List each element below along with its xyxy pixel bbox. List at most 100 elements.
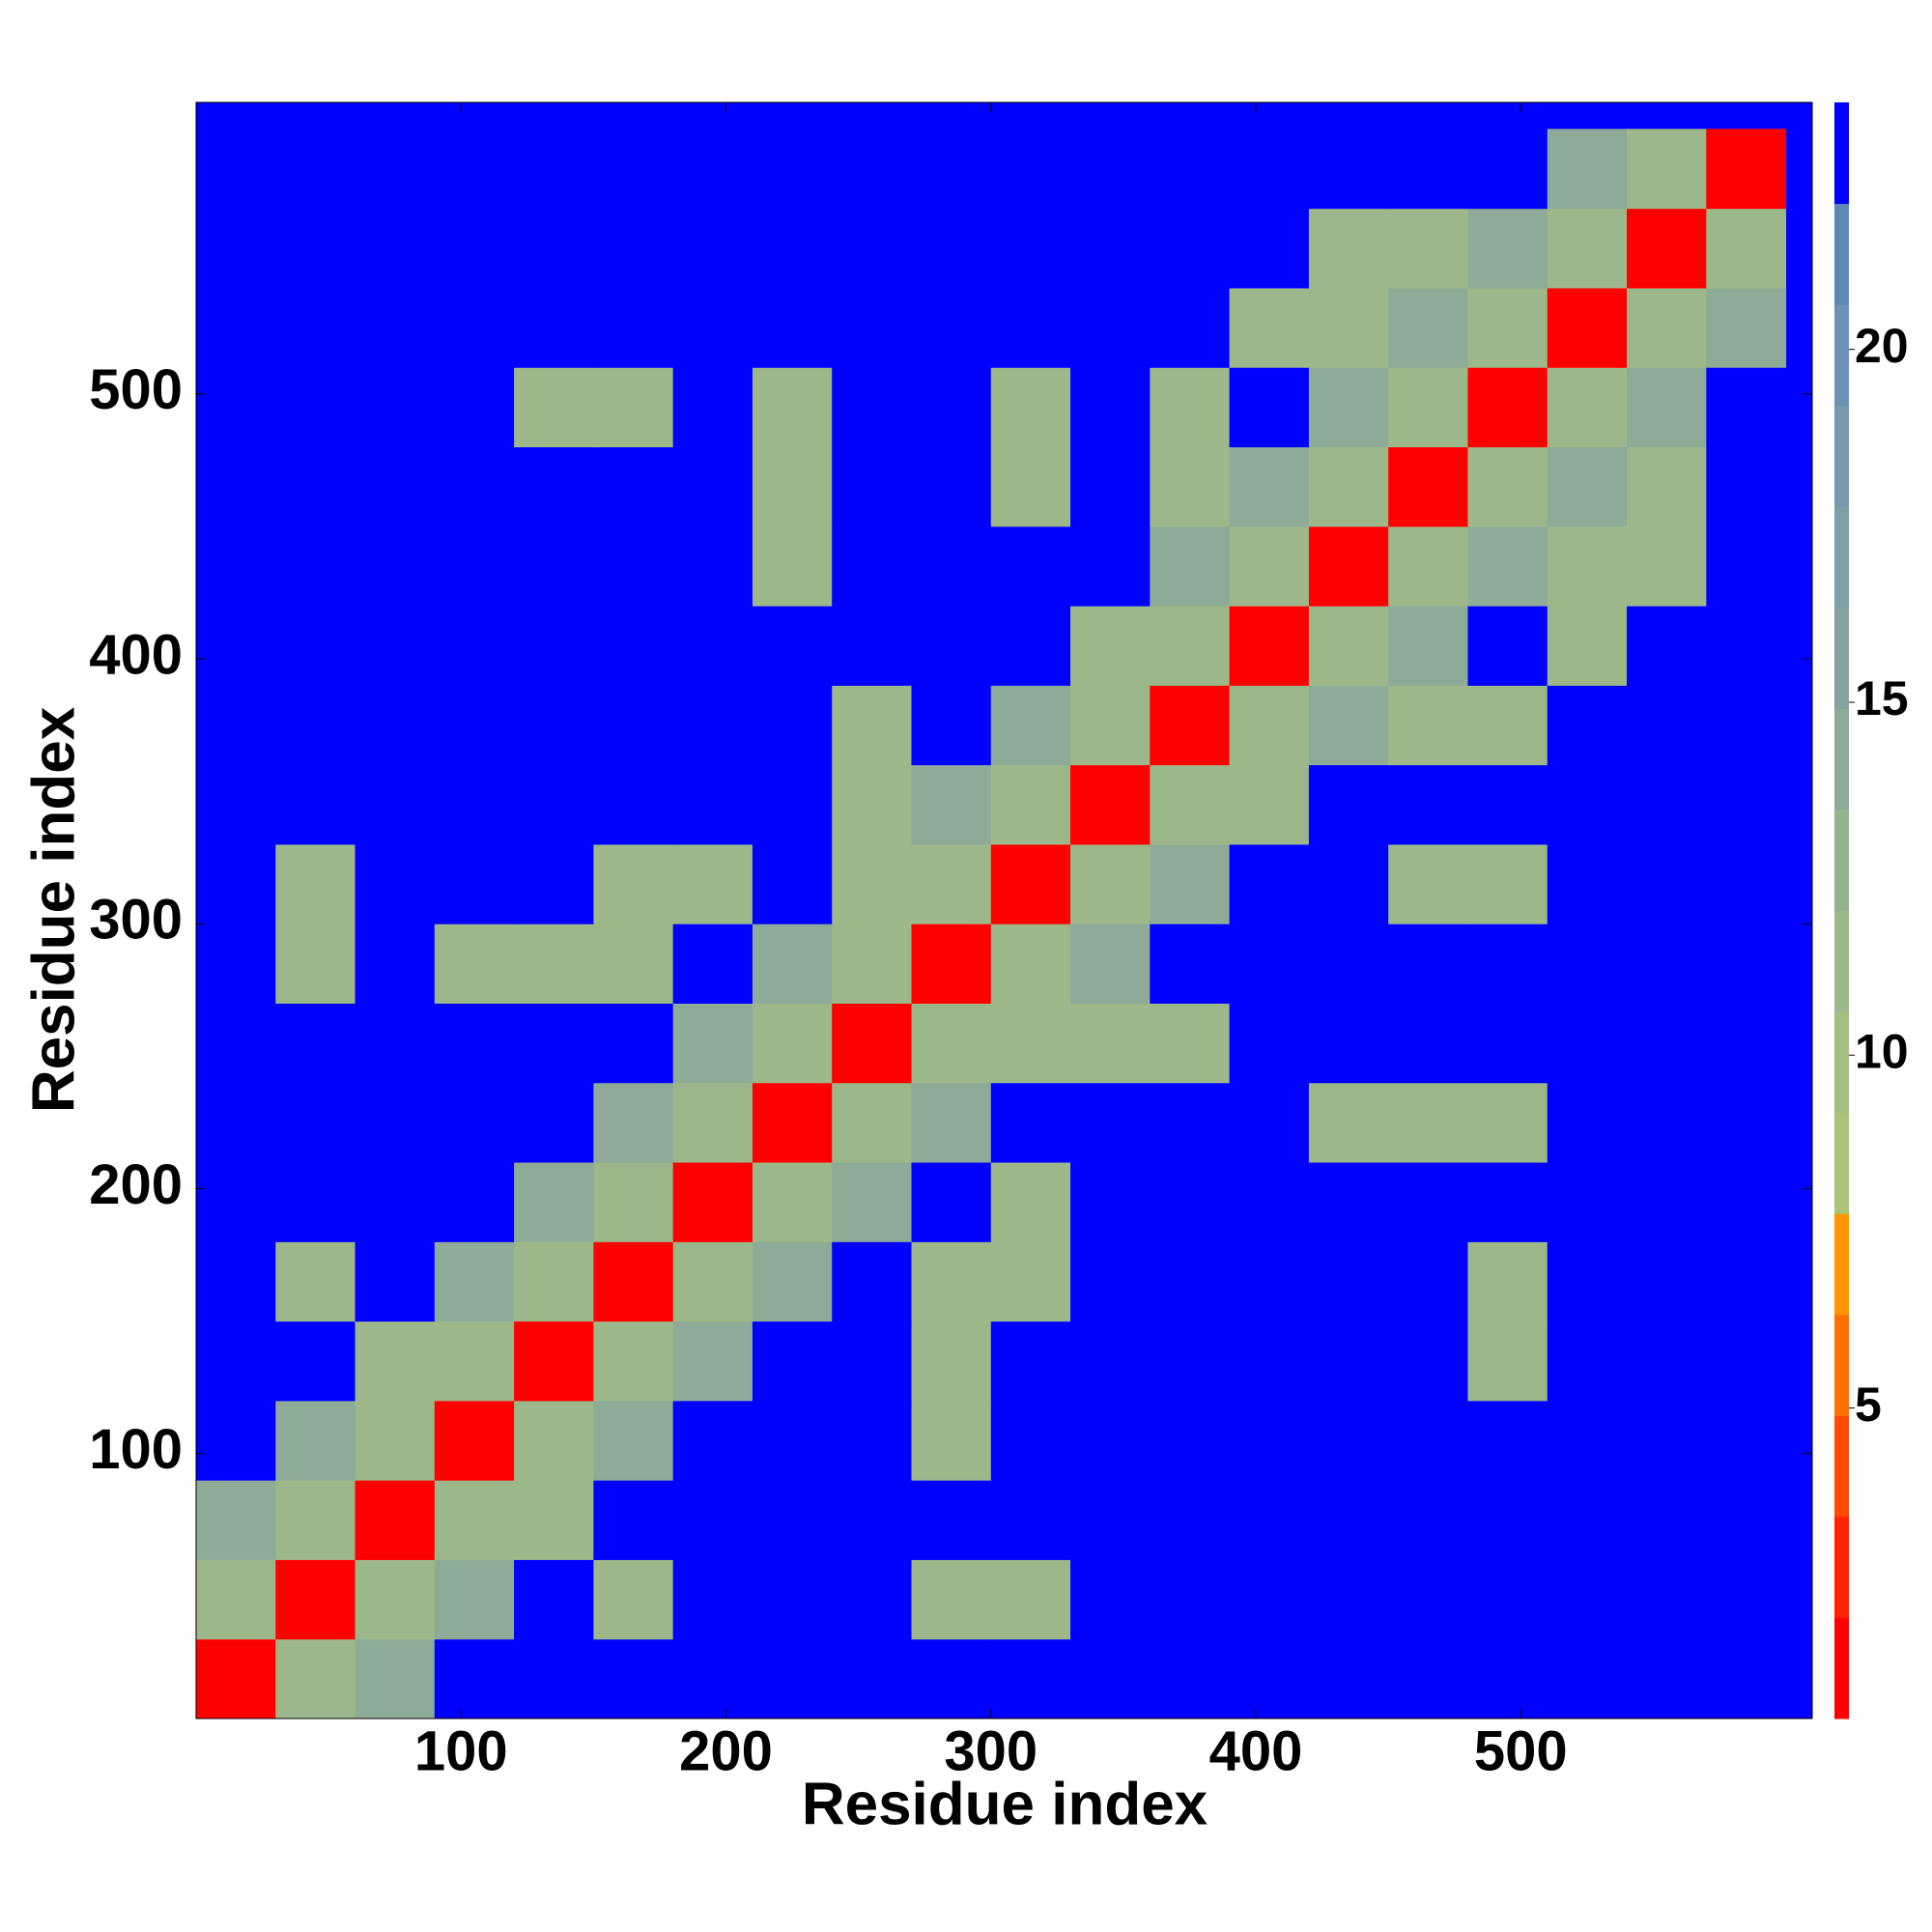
heatmap-cell — [1150, 1162, 1231, 1242]
heatmap-cell — [196, 923, 276, 1004]
heatmap-cell — [990, 1480, 1071, 1560]
heatmap-cell — [1706, 128, 1787, 210]
heatmap-cell — [672, 923, 753, 1004]
heatmap-cell — [1547, 685, 1628, 766]
heatmap-cell — [1706, 1003, 1787, 1084]
heatmap-cell — [514, 685, 594, 766]
heatmap-cell — [275, 287, 356, 368]
heatmap-cell — [990, 843, 1071, 924]
y-axis-label: Residue index — [20, 706, 87, 1113]
heatmap-cell — [593, 1082, 674, 1163]
heatmap-cell — [355, 1638, 436, 1719]
heatmap-cell — [990, 1321, 1071, 1402]
heatmap-cell — [514, 367, 594, 448]
heatmap-cell — [1547, 1400, 1628, 1481]
heatmap-cell — [355, 606, 436, 686]
heatmap-cell — [990, 1241, 1071, 1322]
heatmap-cell — [752, 1480, 833, 1560]
heatmap-cell — [1229, 1162, 1310, 1242]
colorbar-band — [1834, 506, 1849, 609]
heatmap-cell — [1467, 1559, 1548, 1640]
colorbar-band — [1834, 203, 1849, 305]
heatmap-cell — [1388, 923, 1468, 1004]
heatmap-cell — [275, 1241, 356, 1322]
heatmap-cell — [434, 1241, 515, 1322]
heatmap-cell — [1467, 606, 1548, 686]
plot-frame — [195, 101, 1813, 1719]
heatmap-cell — [911, 1480, 992, 1560]
heatmap-cell — [1070, 526, 1151, 607]
heatmap-cell — [1308, 1082, 1389, 1163]
heatmap-cell — [275, 1480, 356, 1560]
heatmap-cell — [1547, 1082, 1628, 1163]
heatmap-cell — [1388, 208, 1468, 289]
heatmap-cell — [752, 526, 833, 607]
heatmap-cell — [1467, 1082, 1548, 1163]
heatmap-cell — [1467, 843, 1548, 924]
heatmap-cell — [1070, 1082, 1151, 1163]
heatmap-cell — [275, 367, 356, 448]
heatmap-cell — [1388, 1559, 1468, 1640]
colorbar-band — [1834, 708, 1849, 810]
heatmap-cell — [1070, 843, 1151, 924]
heatmap-cell — [1070, 446, 1151, 527]
heatmap-cell — [832, 287, 913, 368]
colorbar-band — [1834, 1415, 1849, 1518]
heatmap-cell — [1229, 606, 1310, 686]
heatmap-cell — [514, 843, 594, 924]
heatmap-cell — [832, 1638, 913, 1719]
heatmap-cell — [355, 1241, 436, 1322]
heatmap-cell — [1229, 1400, 1310, 1481]
heatmap-cell — [1150, 208, 1231, 289]
heatmap-cell — [1706, 208, 1787, 289]
heatmap-cell — [1547, 1003, 1628, 1084]
heatmap-cell — [1547, 128, 1628, 210]
heatmap-cell — [593, 1400, 674, 1481]
heatmap-cell — [275, 1162, 356, 1242]
heatmap-cell — [1467, 526, 1548, 607]
heatmap-cell — [832, 764, 913, 845]
heatmap-cell — [1627, 843, 1707, 924]
heatmap-cell — [1070, 1638, 1151, 1719]
heatmap-cell — [355, 1400, 436, 1481]
heatmap-cell — [1467, 1638, 1548, 1719]
heatmap-cell — [593, 1480, 674, 1560]
heatmap-cell — [672, 1321, 753, 1402]
colorbar-band — [1834, 910, 1849, 1012]
heatmap-cell — [1547, 843, 1628, 924]
heatmap-cell — [593, 606, 674, 686]
heatmap-cell — [355, 128, 436, 210]
heatmap-cell — [514, 923, 594, 1004]
heatmap-cell — [1150, 1241, 1231, 1322]
x-tick-label: 400 — [1209, 1719, 1303, 1782]
y-tick-label: 200 — [89, 1153, 183, 1216]
heatmap-cell — [990, 1638, 1071, 1719]
heatmap-cell — [275, 606, 356, 686]
heatmap-cell — [1308, 606, 1389, 686]
heatmap-cell — [1706, 1400, 1787, 1481]
heatmap-cell — [1467, 1241, 1548, 1322]
heatmap-cell — [832, 1082, 913, 1163]
heatmap-cell — [1070, 1162, 1151, 1242]
heatmap-cell — [196, 208, 276, 289]
heatmap-cell — [1706, 843, 1787, 924]
heatmap-cell — [1150, 287, 1231, 368]
heatmap-cell — [593, 208, 674, 289]
heatmap-cell — [1388, 1162, 1468, 1242]
heatmap-cell — [355, 1162, 436, 1242]
heatmap-cell — [514, 1638, 594, 1719]
heatmap-cell — [1388, 1638, 1468, 1719]
heatmap-cell — [593, 1162, 674, 1242]
heatmap-cell — [196, 685, 276, 766]
heatmap-cell — [672, 1162, 753, 1242]
heatmap-cell — [672, 1400, 753, 1481]
heatmap-cell — [990, 1559, 1071, 1640]
x-axis-label: Residue index — [802, 1771, 1208, 1837]
heatmap-cell — [832, 1003, 913, 1084]
heatmap-cell — [355, 208, 436, 289]
heatmap-cell — [275, 128, 356, 210]
heatmap-cell — [1627, 1082, 1707, 1163]
heatmap-cell — [1467, 1400, 1548, 1481]
heatmap-cell — [911, 526, 992, 607]
